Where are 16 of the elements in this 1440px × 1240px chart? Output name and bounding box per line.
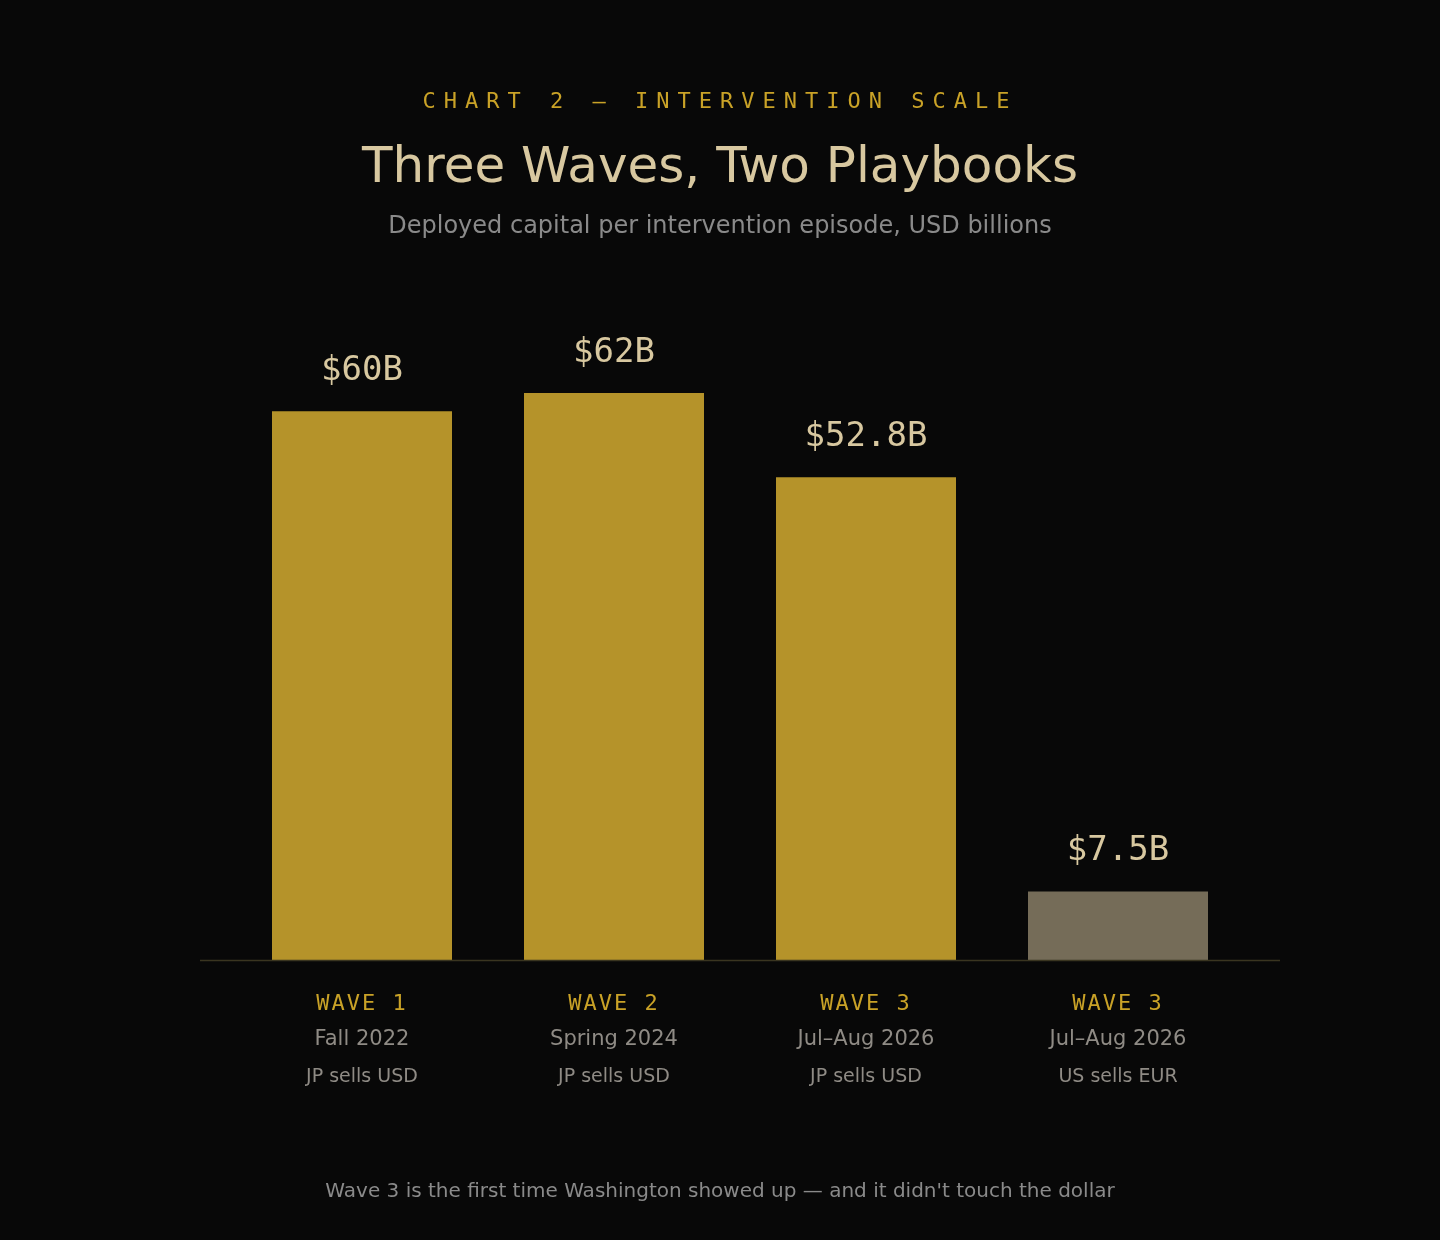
caption: CHART 2 — INTERVENTION SCALE bbox=[421, 88, 1019, 113]
chart-subtitle: Deployed capital per intervention episode, USD billions bbox=[387, 211, 1053, 239]
bar bbox=[1028, 891, 1208, 960]
x-tick-label: WAVE 3 Jul–Aug 2026 JP sells USD bbox=[795, 989, 935, 1086]
bar bbox=[524, 393, 704, 960]
bar bbox=[776, 477, 956, 960]
data-label: $60B bbox=[321, 348, 403, 389]
bar bbox=[272, 411, 452, 960]
x-tick-label: WAVE 1 Fall 2022 JP sells USD bbox=[305, 989, 418, 1086]
data-label: $52.8B bbox=[804, 413, 928, 454]
data-label: $62B bbox=[573, 329, 655, 370]
text: Wave 3 is the first time Washington showed up — and it didn't touch the dollar bbox=[324, 1178, 1116, 1202]
chart-title: Three Waves, Two Playbooks bbox=[361, 136, 1079, 194]
x-tick-label: WAVE 3 Jul–Aug 2026 US sells EUR bbox=[1047, 989, 1187, 1086]
x-tick-label: WAVE 2 Spring 2024 JP sells USD bbox=[550, 989, 678, 1086]
data-label: $7.5B bbox=[1066, 828, 1170, 869]
